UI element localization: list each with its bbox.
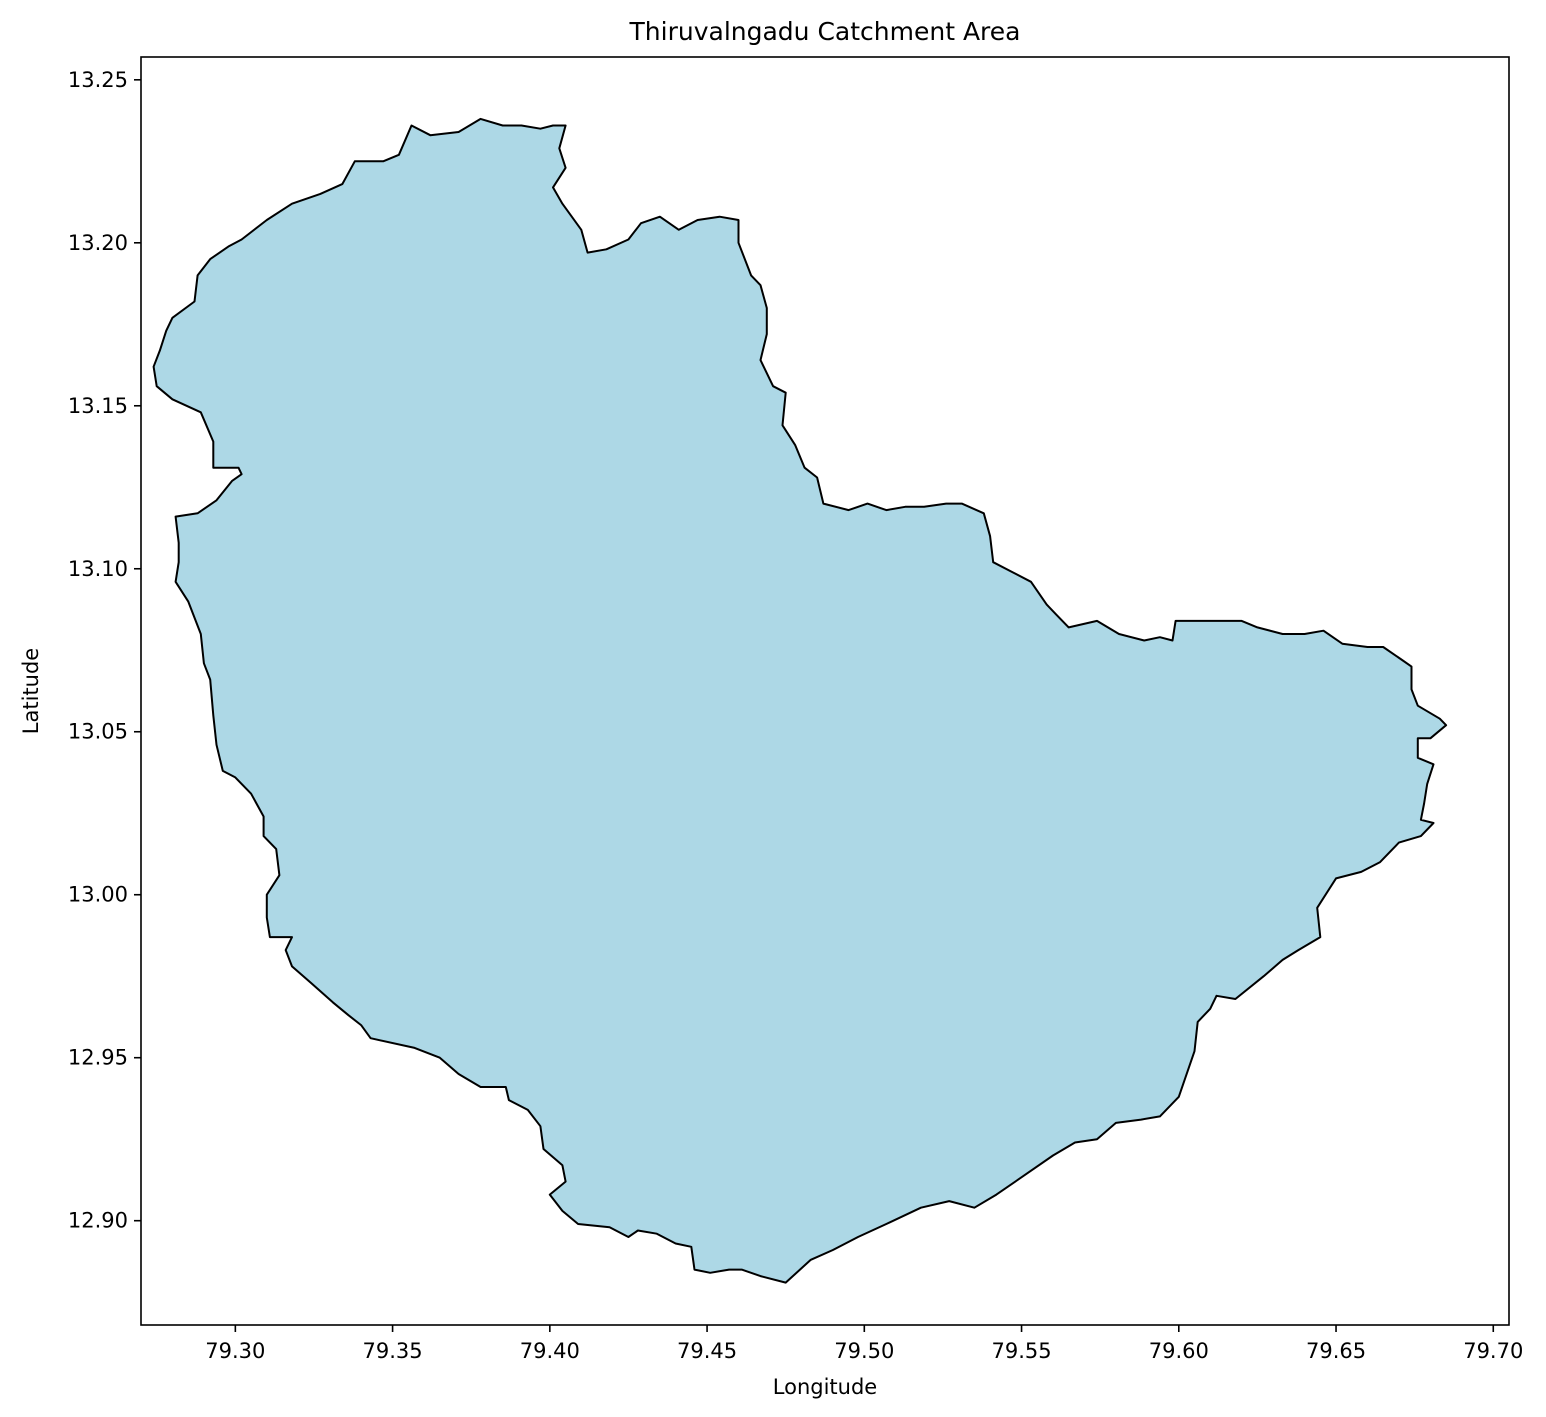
x-axis-label: Longitude (773, 1375, 877, 1399)
x-tick-label: 79.50 (834, 1339, 894, 1363)
y-tick-label: 13.10 (68, 557, 128, 581)
x-tick-label: 79.45 (677, 1339, 737, 1363)
x-axis-ticks: 79.30 79.35 79.40 79.45 79.50 79.55 79.60 79.65… (205, 1325, 1523, 1363)
y-tick-label: 12.90 (68, 1209, 128, 1233)
y-tick-label: 12.95 (68, 1046, 128, 1070)
y-tick-label: 13.00 (68, 883, 128, 907)
y-axis-label: Latitude (19, 648, 43, 734)
x-tick-label: 79.65 (1306, 1339, 1366, 1363)
y-tick-label: 13.15 (68, 394, 128, 418)
map-title: Thiruvalngadu Catchment Area (629, 17, 1021, 46)
x-tick-label: 79.40 (520, 1339, 580, 1363)
x-tick-label: 79.30 (205, 1339, 265, 1363)
y-tick-label: 13.25 (68, 68, 128, 92)
y-tick-label: 13.20 (68, 231, 128, 255)
plot-frame (140, 56, 1510, 1326)
x-tick-label: 79.70 (1463, 1339, 1523, 1363)
y-axis-ticks: 12.90 12.95 13.00 13.05 13.10 13.15 13.20 13.25 (68, 68, 141, 1233)
x-tick-label: 79.60 (1149, 1339, 1209, 1363)
x-tick-label: 79.55 (991, 1339, 1051, 1363)
catchment-area-polygon (152, 117, 1448, 1284)
x-tick-label: 79.35 (363, 1339, 423, 1363)
y-tick-label: 13.05 (68, 720, 128, 744)
